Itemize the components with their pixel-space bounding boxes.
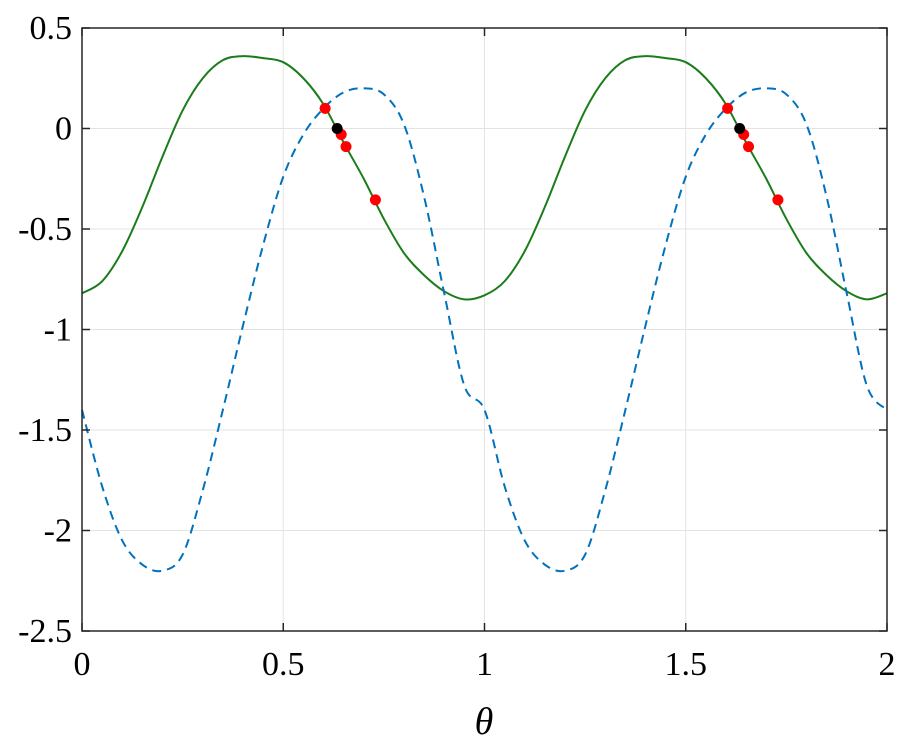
x-tick-label: 1.5 xyxy=(665,646,708,683)
red-marker-point xyxy=(772,194,784,206)
series-group xyxy=(81,55,888,573)
tick-group: 0 0.5 1 1.5 2 -2.5 -2 -1.5 -1 -0.5 0 0.5 xyxy=(18,10,895,683)
y-tick-label: 0.5 xyxy=(30,10,73,47)
y-tick-label: -2 xyxy=(44,513,72,550)
black-marker-point xyxy=(331,123,343,134)
x-tick-label: 1 xyxy=(476,646,493,683)
y-tick-label: -0.5 xyxy=(18,211,72,248)
black-marker-point xyxy=(734,123,746,134)
red-marker-point xyxy=(369,194,381,206)
y-tick-label: 0 xyxy=(55,111,72,148)
y-tick-label: -2.5 xyxy=(18,613,72,650)
red-marker-point xyxy=(340,141,352,153)
red-marker-point xyxy=(743,141,755,153)
solid-series-line xyxy=(81,55,888,301)
x-axis-label: θ xyxy=(475,701,494,743)
marker-group xyxy=(319,102,784,206)
x-tick-label: 0 xyxy=(74,646,91,683)
grid xyxy=(82,28,887,631)
y-tick-label: -1.5 xyxy=(18,412,72,449)
x-tick-label: 2 xyxy=(879,646,896,683)
dashed-series-line xyxy=(81,87,888,573)
y-tick-label: -1 xyxy=(44,312,72,349)
red-marker-point xyxy=(722,102,734,114)
red-marker-point xyxy=(319,102,331,114)
x-tick-label: 0.5 xyxy=(262,646,305,683)
